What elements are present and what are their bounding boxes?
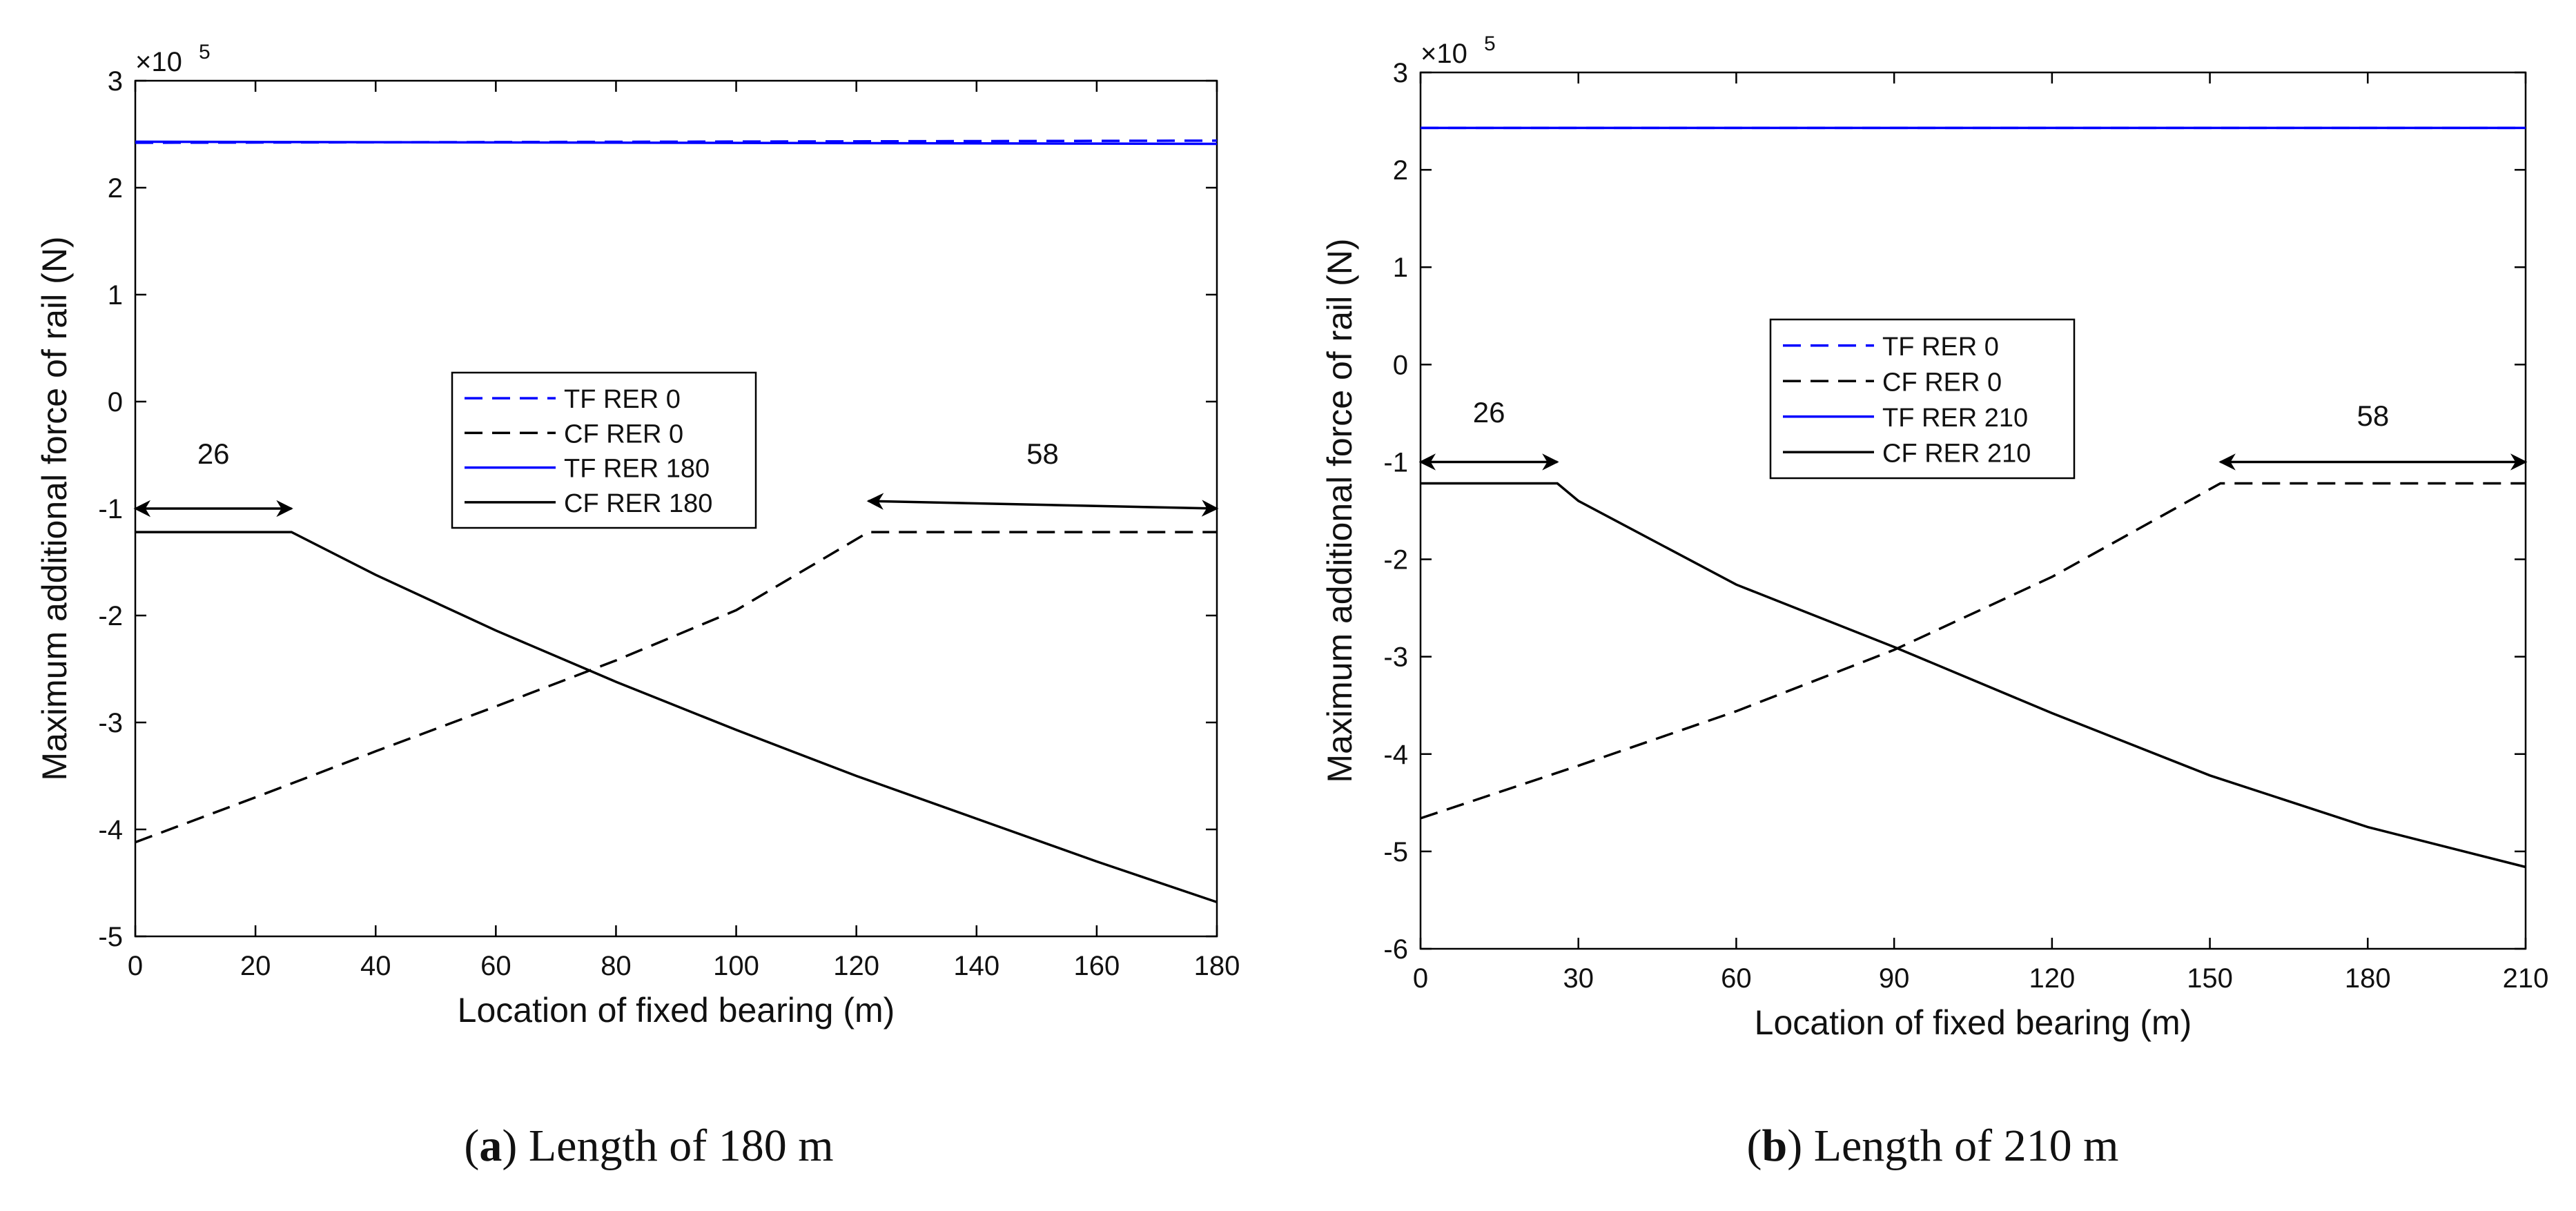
legend-label: TF RER 0 (564, 385, 681, 414)
legend-label: CF RER 210 (1882, 439, 2031, 468)
y-tick-label: -5 (1383, 837, 1408, 867)
y-tick-label: 2 (1393, 155, 1408, 186)
legend: TF RER 0 CF RER 0 TF RER 210 CF RER 210 (1769, 318, 2076, 480)
y-tick-label: 1 (108, 280, 123, 311)
y-tick-label: 0 (108, 387, 123, 417)
y-tick-label: -2 (98, 601, 123, 631)
y-exponent: 5 (1484, 32, 1496, 55)
y-tick-label: -1 (98, 494, 123, 524)
y-tick-label: -3 (98, 708, 123, 738)
span-label: 26 (197, 437, 230, 470)
span-label: 58 (2357, 400, 2390, 432)
y-tick-label: 0 (1393, 350, 1408, 380)
x-axis-label: Location of fixed bearing (m) (1755, 1003, 2192, 1042)
legend-label: TF RER 180 (564, 455, 710, 484)
series-line-cf-rer-180 (135, 531, 1218, 904)
x-tick-label: 90 (1879, 963, 1910, 994)
y-tick-label: -3 (1383, 642, 1408, 673)
legend-label: CF RER 180 (564, 489, 712, 518)
x-tick-label: 210 (2503, 963, 2549, 994)
x-tick-label: 40 (360, 951, 391, 981)
plot-frame (1419, 71, 2527, 950)
x-tick-label: 120 (833, 951, 879, 981)
chart-panel-b: 0 30 60 90 120 150 180 210 -6 -5 -4 -3 -2 -1 0 1 2 3 ×10 5 L… (1320, 32, 2548, 1171)
x-tick-label: 60 (480, 951, 511, 981)
legend-label: TF RER 210 (1882, 404, 2028, 433)
x-tick-label: 20 (240, 951, 271, 981)
x-tick-label: 180 (1194, 951, 1240, 981)
x-axis-label: Location of fixed bearing (m) (458, 991, 895, 1030)
legend-label: CF RER 0 (1882, 368, 2002, 397)
y-tick-label: 1 (1393, 253, 1408, 283)
y-tick-label: 3 (108, 66, 123, 97)
x-tick-label: 100 (713, 951, 759, 981)
x-tick-label: 120 (2029, 963, 2075, 994)
legend-label: TF RER 0 (1882, 333, 1999, 362)
panel-caption: (b) Length of 210 m (1747, 1121, 2119, 1171)
y-tick-label: -1 (1383, 447, 1408, 477)
series-line-tf-rer-180 (135, 140, 1218, 146)
y-exponent: 5 (199, 41, 211, 63)
span-label: 26 (1473, 396, 1505, 429)
series-line-cf-rer-0 (1420, 482, 2526, 820)
x-tick-label: 60 (1721, 963, 1752, 994)
y-axis-label: Maximum additional force of rail (N) (35, 236, 74, 780)
y-tick-label: -4 (1383, 740, 1408, 770)
y-tick-label: -4 (98, 815, 123, 845)
series-line-cf-rer-210 (1421, 482, 2526, 869)
legend-label: CF RER 0 (564, 420, 683, 449)
panel-caption: (a) Length of 180 m (464, 1121, 833, 1171)
x-tick-label: 0 (1413, 963, 1428, 994)
x-tick-label: 160 (1074, 951, 1120, 981)
y-tick-label: 3 (1393, 58, 1408, 88)
series-line-cf-rer-0 (135, 531, 1217, 844)
y-tick-label: -5 (98, 922, 123, 952)
span-label: 58 (1026, 437, 1059, 470)
chart-panel-a: 0 20 40 60 80 100 120 140 160 180 -5 -4 -3 -2 -1 0 1 2 3 ×1… (35, 41, 1240, 1171)
x-tick-label: 30 (1563, 963, 1594, 994)
legend: TF RER 0 CF RER 0 TF RER 180 CF RER 180 (451, 371, 757, 529)
x-tick-label: 180 (2345, 963, 2391, 994)
x-tick-label: 0 (128, 951, 143, 981)
y-tick-label: -6 (1383, 934, 1408, 965)
x-tick-label: 80 (601, 951, 632, 981)
x-tick-label: 140 (953, 951, 999, 981)
y-tick-label: 2 (108, 173, 123, 204)
y-multiplier: ×10 (135, 47, 182, 77)
x-tick-label: 150 (2187, 963, 2233, 994)
y-multiplier: ×10 (1421, 39, 1467, 69)
span-arrow (866, 493, 1219, 517)
y-axis-label: Maximum additional force of rail (N) (1320, 238, 1359, 782)
y-tick-label: -2 (1383, 545, 1408, 575)
